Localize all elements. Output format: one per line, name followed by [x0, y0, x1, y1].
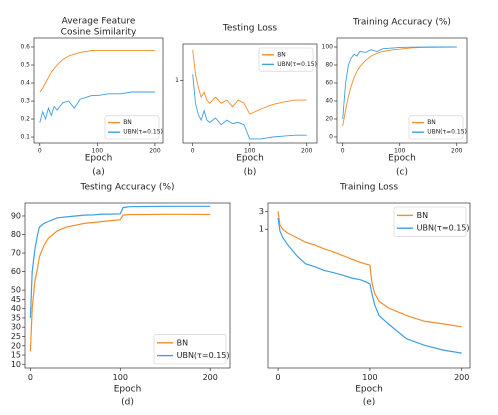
- y-tick-label: 80: [11, 230, 21, 239]
- caption: (b): [244, 168, 257, 178]
- series-line: [277, 211, 462, 328]
- x-axis-label: Epoch: [388, 154, 416, 164]
- x-tick-label: 100: [362, 373, 377, 382]
- y-tick-label: 60: [11, 267, 21, 276]
- x-axis-label: Epoch: [236, 154, 264, 164]
- x-tick-label: 100: [92, 147, 104, 154]
- y-tick-label: 15: [11, 351, 21, 360]
- chart-title: Testing Accuracy (%): [79, 183, 174, 193]
- legend-label: UBN(τ=0.15): [417, 224, 470, 233]
- x-axis-label: Epoch: [85, 154, 113, 164]
- legend-label: BN: [123, 119, 132, 126]
- y-tick-label: 10: [11, 360, 21, 369]
- y-tick-label: 60: [325, 79, 333, 86]
- series-line: [277, 217, 462, 354]
- y-tick-label: 30: [11, 323, 21, 332]
- x-tick-label: 200: [301, 147, 313, 154]
- y-tick-label: 20: [11, 341, 21, 350]
- x-tick-label: 200: [149, 147, 161, 154]
- plot-frame: [336, 37, 468, 144]
- series-line: [192, 49, 307, 115]
- y-tick-label: 80: [325, 61, 333, 68]
- y-tick-label: 40: [11, 304, 21, 313]
- x-tick-label: 200: [203, 373, 218, 382]
- x-tick-label: 0: [38, 147, 42, 154]
- y-tick-label: 0.3: [20, 98, 30, 105]
- x-tick-label: 0: [276, 373, 281, 382]
- legend-box: [408, 115, 464, 140]
- legend-label: BN: [177, 338, 188, 347]
- series-line: [192, 74, 307, 140]
- legend-label: UBN(τ=0.15): [177, 351, 230, 360]
- y-tick-label: 3: [259, 207, 264, 216]
- x-tick-label: 0: [191, 147, 195, 154]
- x-tick-label: 200: [451, 147, 463, 154]
- series-line: [39, 91, 155, 123]
- legend-box: [104, 115, 160, 140]
- series-line: [342, 46, 457, 127]
- series-line: [39, 50, 155, 93]
- y-tick-label: 90: [11, 211, 21, 220]
- y-tick-label: 45: [11, 295, 21, 304]
- chart-title: Training Accuracy (%): [352, 18, 451, 28]
- plot-frame: [24, 202, 231, 369]
- chart-title: Training Loss: [339, 183, 398, 193]
- chart-title: Average Feature: [62, 17, 136, 27]
- legend-label: BN: [277, 51, 286, 58]
- y-tick-label: 0: [329, 133, 333, 140]
- chart-title: Cosine Similarity: [61, 28, 137, 38]
- series-line: [342, 46, 457, 120]
- x-tick-label: 100: [394, 147, 406, 154]
- legend-label: UBN(τ=0.15): [123, 129, 163, 136]
- x-tick-label: 200: [454, 373, 469, 382]
- caption: (c): [396, 168, 408, 178]
- caption: (a): [92, 168, 105, 178]
- y-tick-label: 0.6: [20, 44, 30, 51]
- x-tick-label: 0: [341, 147, 345, 154]
- legend-label: BN: [417, 211, 428, 220]
- x-tick-label: 0: [28, 373, 33, 382]
- plot-frame: [267, 202, 471, 369]
- caption: (d): [121, 398, 134, 408]
- y-tick-label: 0.2: [20, 116, 30, 123]
- x-tick-label: 100: [113, 373, 128, 382]
- x-tick-label: 100: [244, 147, 256, 154]
- series-line: [29, 213, 211, 352]
- y-tick-label: 40: [325, 97, 333, 104]
- legend-label: UBN(τ=0.15): [427, 129, 467, 136]
- y-tick-label: 1: [259, 225, 264, 234]
- y-tick-label: 25: [11, 332, 21, 341]
- y-tick-label: 100: [322, 43, 334, 50]
- legend-box: [393, 206, 467, 237]
- plot-frame: [33, 37, 164, 144]
- legend-box: [258, 47, 314, 72]
- series-line: [29, 205, 211, 318]
- legend-label: BN: [427, 119, 436, 126]
- y-tick-label: 50: [11, 286, 21, 295]
- y-tick-label: 0.1: [20, 134, 30, 141]
- legend-box: [153, 334, 227, 365]
- x-axis-label: Epoch: [114, 385, 142, 395]
- y-tick-label: 1: [175, 77, 179, 84]
- y-tick-label: 0.5: [20, 62, 30, 69]
- y-tick-label: 20: [325, 115, 333, 122]
- x-axis-label: Epoch: [355, 385, 383, 395]
- legend-label: UBN(τ=0.15): [277, 61, 317, 68]
- y-tick-label: 0.4: [20, 80, 30, 87]
- chart-title: Testing Loss: [222, 24, 278, 34]
- y-tick-label: 35: [11, 313, 21, 322]
- caption: (e): [363, 398, 376, 408]
- y-tick-label: 70: [11, 249, 21, 258]
